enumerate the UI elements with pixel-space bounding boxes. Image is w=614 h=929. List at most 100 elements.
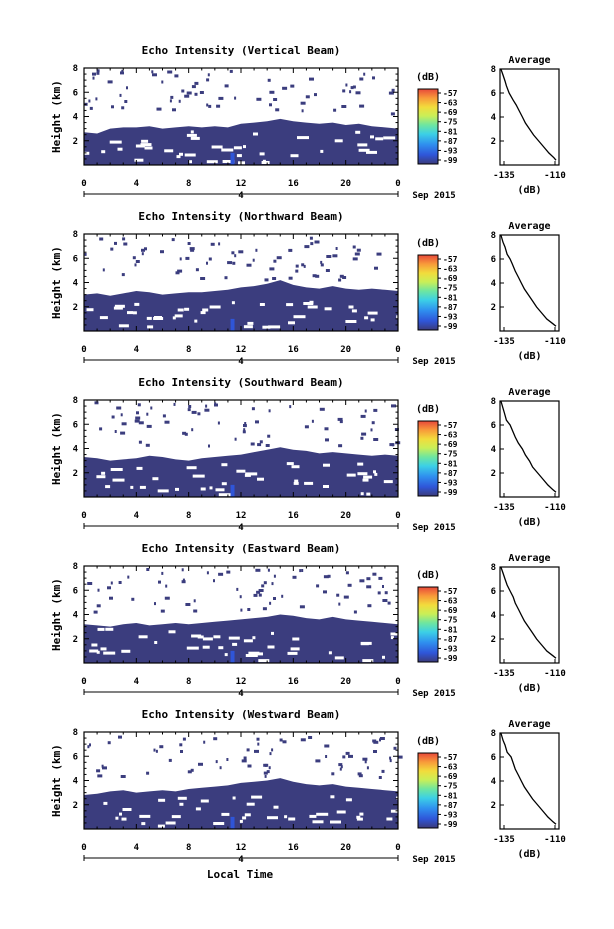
echo-pixel <box>224 276 228 280</box>
echo-pixel <box>120 431 126 435</box>
echo-gap <box>294 479 299 483</box>
echo-pixel <box>338 763 343 767</box>
echo-pixel <box>200 277 206 280</box>
echo-pixel <box>269 267 275 271</box>
x-tick-label: 4 <box>134 843 140 853</box>
echo-pixel <box>89 106 93 110</box>
echo-pixel <box>314 93 317 97</box>
echo-pixel <box>87 745 90 749</box>
echo-gap <box>362 659 374 663</box>
date-tick-label: 4 <box>238 855 244 865</box>
echo-pixel <box>282 86 288 90</box>
echo-pixel <box>343 595 349 599</box>
echo-pixel <box>361 432 367 436</box>
echo-pixel <box>182 737 186 741</box>
echo-pixel <box>141 248 145 252</box>
echo-region <box>84 118 398 165</box>
y-tick-label: 8 <box>73 64 78 74</box>
echo-gap <box>202 637 213 641</box>
colorbar-tick-label: -87 <box>443 635 458 644</box>
echo-pixel <box>384 591 388 595</box>
echo-pixel <box>256 97 262 101</box>
echo-pixel <box>109 596 113 600</box>
echo-pixel <box>92 76 95 80</box>
echo-gap <box>177 796 187 800</box>
echo-pixel <box>269 601 272 605</box>
echo-gap <box>209 486 213 490</box>
echo-pixel <box>363 72 366 76</box>
echo-pixel <box>262 607 267 611</box>
echo-pixel <box>299 605 305 609</box>
echo-pixel <box>111 105 114 109</box>
echo-pixel <box>243 756 247 760</box>
echo-pixel <box>268 766 271 770</box>
echo-gap <box>288 817 296 821</box>
date-label: Sep 2015 <box>412 191 455 201</box>
echo-pixel <box>310 242 314 246</box>
panel-title: Echo Intensity (Northward Beam) <box>138 210 343 223</box>
echo-gap <box>157 824 165 828</box>
echo-pixel <box>177 269 183 273</box>
average-profile-line <box>500 732 557 825</box>
echo-gap <box>362 478 369 482</box>
colorbar-tick-label: -99 <box>443 654 458 663</box>
echo-pixel <box>358 774 363 778</box>
y-tick-label: 8 <box>73 230 78 240</box>
echo-gap <box>89 649 99 653</box>
echo-gap <box>233 146 242 150</box>
echo-pixel <box>213 579 215 583</box>
echo-pixel <box>185 603 191 606</box>
echo-pixel <box>165 584 168 588</box>
average-y-tick-label: 6 <box>491 587 496 597</box>
echo-pixel <box>323 590 327 594</box>
echo-gap <box>360 642 369 646</box>
echo-pixel <box>373 438 379 441</box>
colorbar-unit: (dB) <box>416 238 440 249</box>
echo-gap <box>288 321 295 325</box>
echo-gap <box>176 155 181 159</box>
echo-pixel <box>267 78 271 82</box>
y-tick-label: 4 <box>73 279 79 289</box>
echo-pixel <box>168 758 172 762</box>
echo-gap <box>190 136 200 140</box>
echo-gap <box>245 654 258 657</box>
echo-pixel <box>273 574 276 578</box>
echo-gap <box>373 470 376 474</box>
echo-gap <box>144 146 153 150</box>
echo-pixel <box>391 404 396 408</box>
echo-pixel <box>216 104 221 108</box>
echo-pixel <box>308 736 313 739</box>
echo-pixel <box>203 740 206 744</box>
average-profile-line <box>500 68 557 161</box>
average-y-tick-label: 6 <box>491 255 496 265</box>
y-tick-label: 8 <box>73 562 78 572</box>
echo-gap <box>257 477 264 481</box>
echo-pixel <box>181 568 184 572</box>
echo-pixel <box>111 415 115 419</box>
echo-pixel <box>268 409 271 413</box>
echo-gap <box>184 307 190 311</box>
echo-pixel <box>379 738 381 742</box>
echo-pixel <box>348 754 353 758</box>
average-x-label: (dB) <box>517 849 541 860</box>
echo-pixel <box>95 97 98 101</box>
echo-gap <box>244 813 251 817</box>
echo-pixel <box>267 568 270 572</box>
colorbar-unit: (dB) <box>416 736 440 747</box>
echo-pixel <box>378 776 382 779</box>
echo-pixel <box>331 772 335 776</box>
echo-pixel <box>84 252 87 256</box>
echo-pixel <box>110 247 114 251</box>
echo-gap <box>118 324 129 328</box>
x-tick-label: 8 <box>186 843 191 853</box>
echo-pixel <box>362 757 368 761</box>
echo-pixel <box>121 69 124 73</box>
date-label: Sep 2015 <box>412 357 455 367</box>
echo-gap <box>97 627 105 631</box>
average-y-tick-label: 4 <box>491 445 497 455</box>
echo-pixel <box>208 257 212 261</box>
x-tick-label: 12 <box>236 179 247 189</box>
echo-pixel <box>316 584 320 588</box>
echo-pixel <box>389 756 392 760</box>
echo-pixel <box>378 576 383 580</box>
